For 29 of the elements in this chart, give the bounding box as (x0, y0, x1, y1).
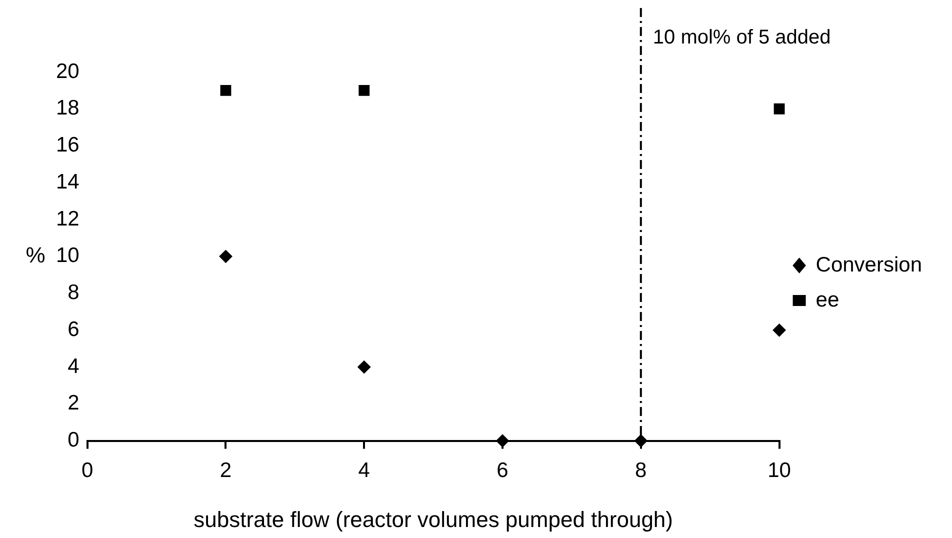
x-tick-label: 10 (768, 459, 791, 482)
y-tick-label: 8 (68, 281, 80, 304)
point (772, 324, 786, 337)
point (220, 84, 232, 96)
point (634, 434, 648, 448)
ref-line-label: 10 mol% of 5 added (652, 26, 831, 49)
point (358, 84, 370, 96)
point (219, 250, 232, 263)
point (774, 103, 785, 114)
legend-label: ee (816, 288, 840, 312)
x-tick-label: 6 (496, 459, 508, 482)
x-tick-label: 2 (220, 459, 232, 482)
x-tick-label: 8 (635, 459, 647, 482)
y-tick-label: 18 (56, 96, 80, 120)
y-tick-label: 10 (56, 244, 80, 268)
y-tick-label: 20 (56, 60, 80, 83)
point (496, 434, 510, 448)
y-tick-label: 16 (56, 134, 80, 157)
y-tick-label: 4 (68, 354, 80, 378)
y-axis-title: % (26, 242, 46, 268)
y-tick-label: 0 (68, 428, 80, 452)
point (358, 360, 371, 374)
legend-label: Conversion (816, 253, 922, 276)
y-tick-label: 14 (56, 170, 80, 194)
x-axis-title: substrate flow (reactor volumes pumped through) (194, 507, 673, 532)
y-tick-label: 6 (68, 318, 80, 341)
x-tick-label: 4 (358, 459, 370, 482)
y-tick-label: 12 (56, 207, 80, 230)
y-tick-label: 2 (68, 392, 80, 415)
